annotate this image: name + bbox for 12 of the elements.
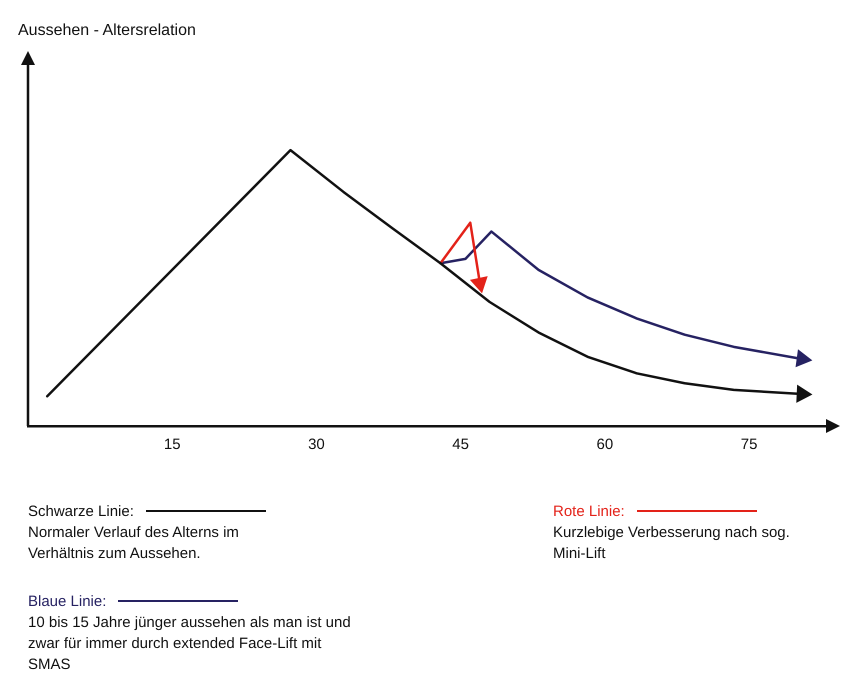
x-tick-label: 30 — [308, 436, 325, 454]
text: 10 bis 15 Jahre jünger aussehen als man ist und zwar für immer durch extended Face-Lift mit SMAS — [28, 612, 352, 675]
text: Normaler Verlauf des Alterns im Verhältnis zum Aussehen. — [28, 522, 240, 564]
text: Kurzlebige Verbesserung nach sog. Mini-Lift — [553, 522, 791, 564]
text: Rote Linie: — [553, 502, 625, 522]
x-tick-label: 15 — [164, 436, 181, 454]
x-tick-label: 75 — [740, 436, 758, 454]
text: Aussehen - Altersrelation — [18, 22, 196, 40]
x-tick-label: 45 — [452, 436, 469, 454]
text: Blaue Linie: — [28, 592, 106, 612]
x-tick-label: 60 — [596, 436, 614, 454]
text: Schwarze Linie: — [28, 502, 134, 522]
